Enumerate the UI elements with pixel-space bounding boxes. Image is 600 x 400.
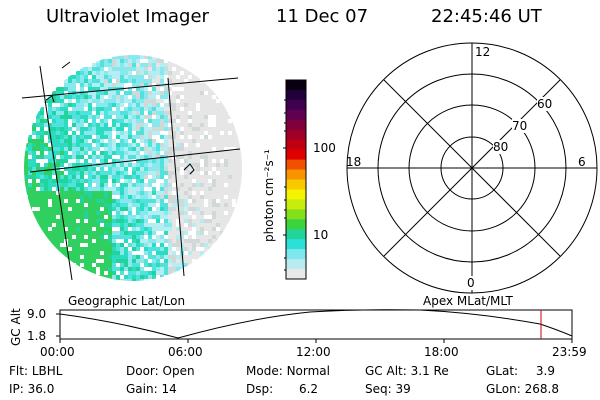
mlt-label-0: 0 [467, 276, 475, 290]
colorbar-tick-10: 10 [313, 228, 329, 242]
glat-value: 3.9 [535, 364, 556, 378]
dsp-info: Dsp: 6.2 [246, 382, 319, 396]
seq-value: 39 [395, 382, 411, 396]
seq-info: Seq: 39 [365, 382, 411, 396]
altitude-ytick-9: 9.0 [27, 307, 47, 321]
lat-lon-grid-lines [21, 61, 241, 281]
mlat-label-70: 70 [512, 119, 528, 133]
gc-alt-value: 3.1 Re [410, 364, 449, 378]
gain-info: Gain: 14 [126, 382, 177, 396]
xtick-1800: 18:00 [424, 345, 459, 359]
time-label: 22:45:46 UT [431, 6, 542, 27]
gc-alt-info: GC Alt: 3.1 Re [365, 364, 449, 378]
altitude-ytick-1-8: 1.8 [27, 329, 47, 343]
polar-panel-label: Apex MLat/MLT [423, 294, 513, 308]
mlt-label-6: 6 [578, 155, 586, 169]
gain-value: 14 [161, 382, 177, 396]
dsp-value: 6.2 [298, 382, 319, 396]
glon-value: 268.8 [524, 382, 559, 396]
glat-info: GLat: 3.9 [486, 364, 556, 378]
door-info: Door: Open [126, 364, 195, 378]
glon-info: GLon: 268.8 [486, 382, 559, 396]
xtick-0600: 06:00 [168, 345, 203, 359]
date-label: 11 Dec 07 [276, 6, 369, 27]
door-value: Open [162, 364, 195, 378]
xtick-1200: 12:00 [296, 345, 331, 359]
mlt-label-18: 18 [346, 155, 362, 169]
altitude-ylabel: GC Alt [9, 308, 23, 346]
mode-value: Normal [286, 364, 330, 378]
mlat-label-80: 80 [493, 140, 509, 154]
xtick-2359: 23:59 [552, 345, 587, 359]
instrument-title: Ultraviolet Imager [46, 6, 209, 27]
colorbar-unit-label: photon cm⁻²s⁻¹ [262, 149, 276, 242]
mlat-label-60: 60 [537, 97, 553, 111]
ip-value: 36.0 [27, 382, 55, 396]
colorbar-tick-100: 100 [313, 141, 336, 155]
filter-value: LBHL [31, 364, 63, 378]
mode-info: Mode: Normal [246, 364, 330, 378]
xtick-0000: 00:00 [40, 345, 75, 359]
geographic-panel-label: Geographic Lat/Lon [68, 294, 186, 308]
ip-info: IP: 36.0 [9, 382, 55, 396]
filter-info: Flt: LBHL [9, 364, 63, 378]
mlt-label-12: 12 [475, 45, 491, 59]
